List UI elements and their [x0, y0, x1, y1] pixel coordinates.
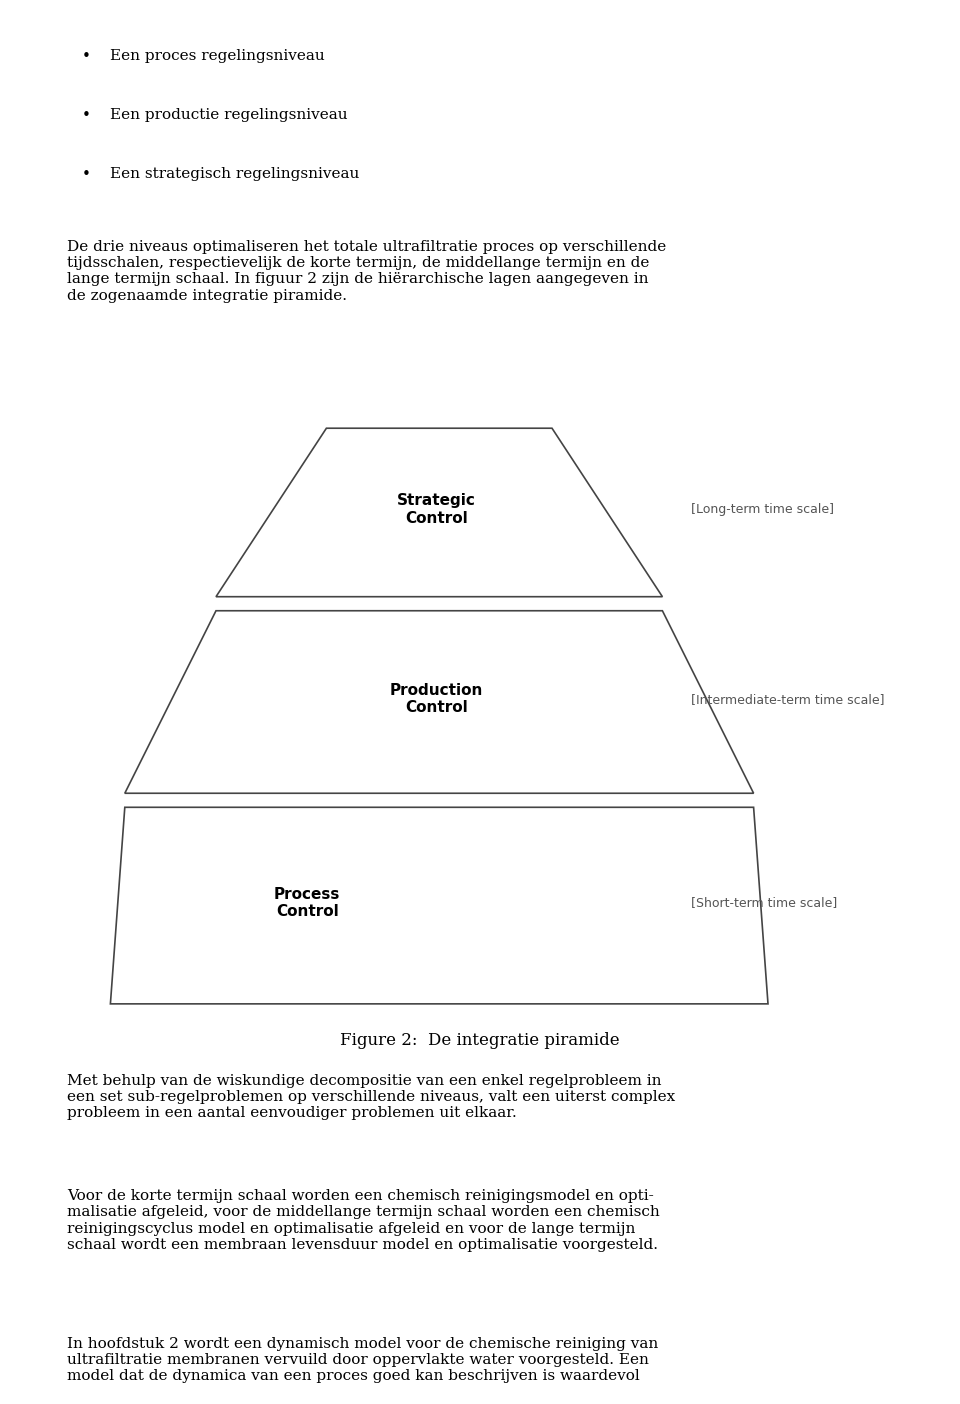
- Text: Met behulp van de wiskundige decompositie van een enkel regelprobleem in
een set: Met behulp van de wiskundige decompositi…: [67, 1074, 676, 1120]
- Text: Een productie regelingsniveau: Een productie regelingsniveau: [110, 108, 348, 122]
- Text: Process
Control: Process Control: [274, 886, 341, 920]
- Text: [Intermediate-term time scale]: [Intermediate-term time scale]: [691, 692, 885, 706]
- Text: De drie niveaus optimaliseren het totale ultrafiltratie proces op verschillende
: De drie niveaus optimaliseren het totale…: [67, 240, 666, 303]
- Text: •: •: [82, 167, 90, 183]
- Text: Een proces regelingsniveau: Een proces regelingsniveau: [110, 49, 325, 63]
- Text: •: •: [82, 108, 90, 124]
- Polygon shape: [110, 807, 768, 1004]
- Text: Strategic
Control: Strategic Control: [397, 493, 476, 526]
- Text: In hoofdstuk 2 wordt een dynamisch model voor de chemische reiniging van
ultrafi: In hoofdstuk 2 wordt een dynamisch model…: [67, 1337, 659, 1383]
- Text: Figure 2:  De integratie piramide: Figure 2: De integratie piramide: [340, 1032, 620, 1049]
- Polygon shape: [216, 428, 662, 597]
- Text: Een strategisch regelingsniveau: Een strategisch regelingsniveau: [110, 167, 360, 181]
- Text: Voor de korte termijn schaal worden een chemisch reinigingsmodel en opti-
malisa: Voor de korte termijn schaal worden een …: [67, 1189, 660, 1252]
- Polygon shape: [125, 611, 754, 793]
- Text: •: •: [82, 49, 90, 65]
- Text: Production
Control: Production Control: [390, 682, 484, 716]
- Text: [Long-term time scale]: [Long-term time scale]: [691, 503, 834, 517]
- Text: [Short-term time scale]: [Short-term time scale]: [691, 896, 837, 910]
